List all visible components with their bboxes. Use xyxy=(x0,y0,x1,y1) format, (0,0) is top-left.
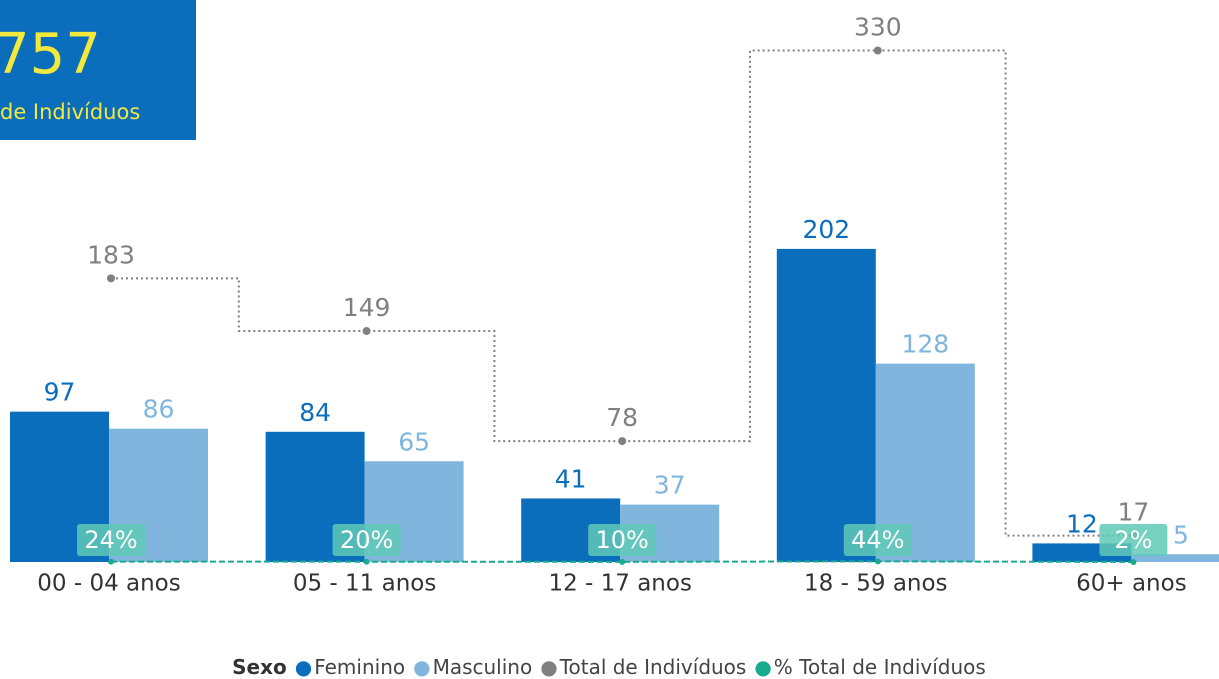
line-point xyxy=(363,558,370,565)
line-point xyxy=(1130,558,1137,565)
bar xyxy=(776,248,876,562)
legend-marker: ● xyxy=(413,655,430,679)
line-point xyxy=(873,46,882,55)
total-label: 183 xyxy=(87,240,135,269)
bar xyxy=(1131,554,1219,562)
legend-marker: ● xyxy=(295,655,312,679)
percent-label: 44% xyxy=(851,526,904,554)
kpi-value: 757 xyxy=(0,22,101,87)
percent-badge xyxy=(588,524,657,556)
percent-label: 2% xyxy=(1114,526,1152,554)
data-label: 65 xyxy=(398,427,430,456)
x-tick-label: 00 - 04 anos xyxy=(37,571,181,597)
legend-marker: ● xyxy=(540,655,557,679)
data-label: 202 xyxy=(802,215,850,244)
percent-badge xyxy=(332,524,401,556)
total-label: 330 xyxy=(854,13,902,42)
kpi-label: de Indivíduos xyxy=(0,100,140,124)
total-label: 17 xyxy=(1117,498,1149,527)
data-label: 12 xyxy=(1066,509,1098,538)
total-step-line xyxy=(111,49,1134,537)
percent-badge xyxy=(1099,524,1168,556)
total-label: 78 xyxy=(606,403,638,432)
percent-badge xyxy=(77,524,145,556)
data-label: 5 xyxy=(1173,520,1189,549)
legend-marker: ● xyxy=(754,655,771,679)
line-point xyxy=(619,558,626,565)
percent-badge xyxy=(843,524,912,556)
x-tick-label: 05 - 11 anos xyxy=(293,571,437,597)
legend-entry: Total de Indivíduos xyxy=(559,655,747,679)
x-tick-label: 60+ anos xyxy=(1076,571,1187,597)
line-point xyxy=(107,274,115,283)
line-point xyxy=(362,327,371,336)
x-tick-label: 18 - 59 anos xyxy=(804,571,948,597)
line-point xyxy=(618,437,627,446)
data-label: 97 xyxy=(44,378,76,407)
percent-label: 20% xyxy=(340,526,393,554)
line-point xyxy=(874,558,881,565)
kpi-card xyxy=(0,0,196,140)
legend-entry: Feminino xyxy=(314,655,405,679)
line-point xyxy=(108,558,114,565)
data-label: 41 xyxy=(555,464,587,493)
legend-title: Sexo xyxy=(232,655,287,679)
data-label: 84 xyxy=(299,398,331,427)
legend-entry: Masculino xyxy=(433,655,533,679)
legend: Sexo ● Feminino ● Masculino ● Total de Indivíd… xyxy=(232,655,986,679)
percent-label: 24% xyxy=(84,526,137,554)
data-label: 37 xyxy=(654,471,686,500)
total-label: 149 xyxy=(343,293,391,322)
legend-entry: % Total de Indivíduos xyxy=(774,655,986,679)
x-tick-label: 12 - 17 anos xyxy=(548,571,692,597)
percent-label: 10% xyxy=(596,526,649,554)
data-label: 128 xyxy=(901,330,949,359)
data-label: 86 xyxy=(143,395,175,424)
